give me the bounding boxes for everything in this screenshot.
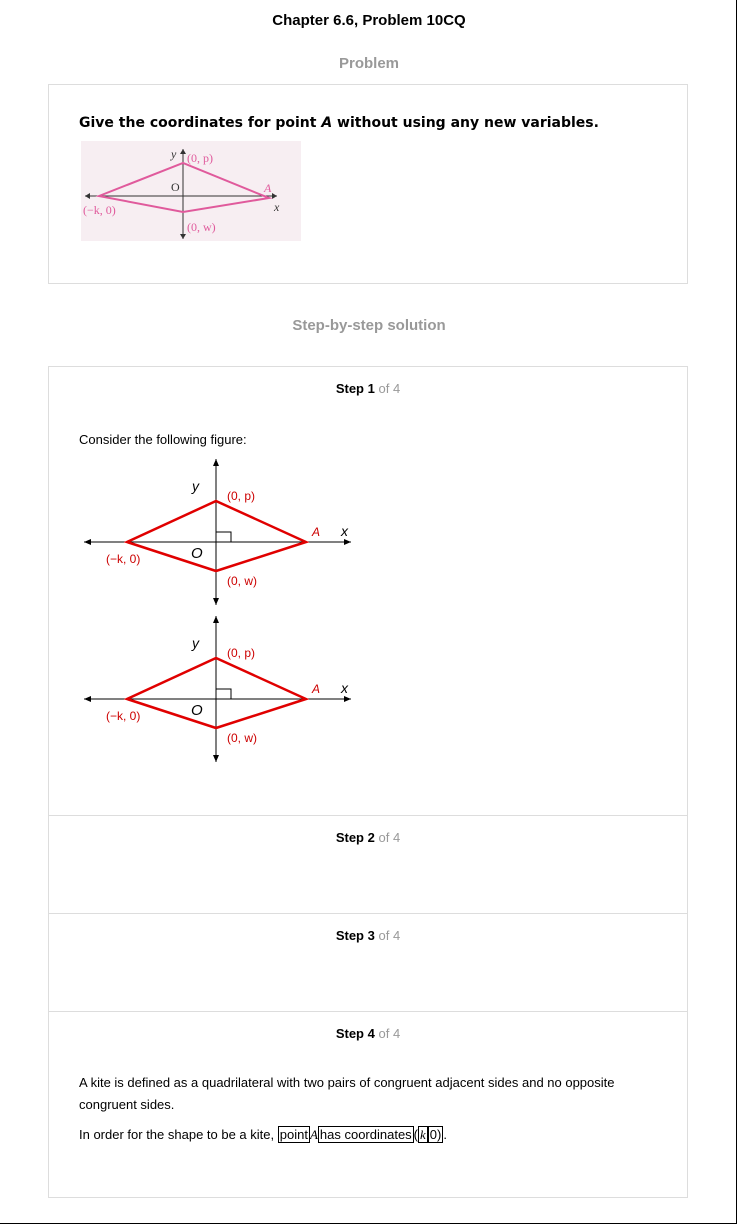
kite-shape (95, 161, 273, 214)
y-arrow-down (180, 234, 186, 239)
bottom-label: (0, w) (187, 220, 216, 234)
step-1-figure-b: y (0, p) O A x (−k, 0) (0, w) (84, 616, 351, 762)
kite-shape (123, 656, 310, 730)
period: . (443, 1127, 447, 1142)
step-4-heading: Step 4 of 4 (49, 1026, 687, 1041)
top-label: (0, p) (227, 489, 255, 503)
step-1-num: 1 (367, 381, 375, 396)
left-label: (−k, 0) (106, 552, 140, 566)
step-3-heading: Step 3 of 4 (49, 928, 687, 943)
left-label: (−k, 0) (106, 709, 140, 723)
boxed-k: k (418, 1126, 428, 1143)
point-a-label: A (311, 682, 320, 696)
open-paren: ( (413, 1127, 419, 1142)
step-4-para2: In order for the shape to be a kite, poi… (79, 1124, 659, 1146)
right-angle-mark (216, 531, 232, 542)
step-1-text: Consider the following figure: (79, 432, 247, 447)
boxed-zero: 0) (427, 1126, 444, 1143)
solution-heading: Step-by-step solution (292, 317, 446, 334)
origin-label: O (191, 702, 203, 719)
problem-kite-figure: y (0, p) O A x (−k, 0) (0, w) (81, 141, 301, 241)
step-4-num: 4 (367, 1026, 375, 1041)
step-3: Step 3 of 4 (48, 913, 688, 1012)
step-4-of: of 4 (378, 1026, 401, 1041)
para2-prefix: In order for the shape to be a kite, (79, 1127, 278, 1142)
step-3-num: 3 (367, 928, 375, 943)
point-a-label: A (311, 525, 320, 539)
page-title: Chapter 6.6, Problem 10CQ (272, 12, 466, 29)
step-2-title: Step 2 (335, 830, 375, 845)
x-arrow-left (84, 539, 91, 545)
problem-statement: Give the coordinates for point A without… (79, 115, 599, 131)
step-2-num: 2 (367, 830, 375, 845)
x-arrow-right (344, 539, 351, 545)
problem-var: A (321, 115, 333, 131)
top-label: (0, p) (187, 151, 213, 165)
x-label: x (340, 523, 349, 539)
y-label: y (191, 478, 200, 494)
x-arrow-left (84, 696, 91, 702)
step-3-of: of 4 (378, 928, 401, 943)
y-arrow-down (213, 755, 219, 762)
figure-background (81, 141, 301, 241)
problem-text-prefix: Give the coordinates for point (79, 115, 322, 131)
y-label: y (191, 635, 200, 651)
x-arrow-left (85, 193, 90, 199)
problem-text-suffix: without using any new variables. (332, 115, 599, 131)
step-1-title: Step 1 (335, 381, 375, 396)
y-label: y (170, 147, 177, 161)
problem-heading: Problem (338, 55, 399, 72)
y-arrow-down (213, 598, 219, 605)
boxed-point: point (277, 1126, 310, 1143)
step-3-title: Step 3 (335, 928, 375, 943)
right-angle-mark (216, 688, 232, 699)
step-2: Step 2 of 4 (48, 815, 688, 914)
point-a-label: A (263, 181, 272, 195)
left-label: (−k, 0) (83, 203, 116, 217)
problem-box: Give the coordinates for point A without… (48, 84, 688, 284)
x-arrow-right (344, 696, 351, 702)
step-1-of: of 4 (378, 381, 401, 396)
origin-label: O (191, 545, 203, 562)
point-var: A (309, 1127, 318, 1142)
kite-shape (123, 499, 310, 573)
origin-label: O (171, 180, 180, 194)
y-arrow (180, 149, 186, 154)
y-arrow-up (213, 459, 219, 466)
step-1-heading: Step 1 of 4 (49, 381, 687, 396)
step-4-para1: A kite is defined as a quadrilateral wit… (79, 1075, 615, 1112)
step-2-heading: Step 2 of 4 (49, 830, 687, 845)
step-2-of: of 4 (378, 830, 401, 845)
x-label: x (273, 200, 280, 214)
x-arrow (272, 193, 277, 199)
step-1-figure-a: y (0, p) O A x (−k, 0) (0, w) (84, 459, 351, 605)
y-arrow-up (213, 616, 219, 623)
top-label: (0, p) (227, 646, 255, 660)
step-4: Step 4 of 4 A kite is defined as a quadr… (48, 1011, 688, 1198)
x-label: x (340, 680, 349, 696)
bottom-label: (0, w) (227, 574, 257, 588)
boxed-has-coordinates: has coordinates (317, 1126, 414, 1143)
bottom-label: (0, w) (227, 731, 257, 745)
step-4-title: Step 4 (335, 1026, 375, 1041)
step-1: Step 1 of 4 Consider the following figur… (48, 366, 688, 816)
